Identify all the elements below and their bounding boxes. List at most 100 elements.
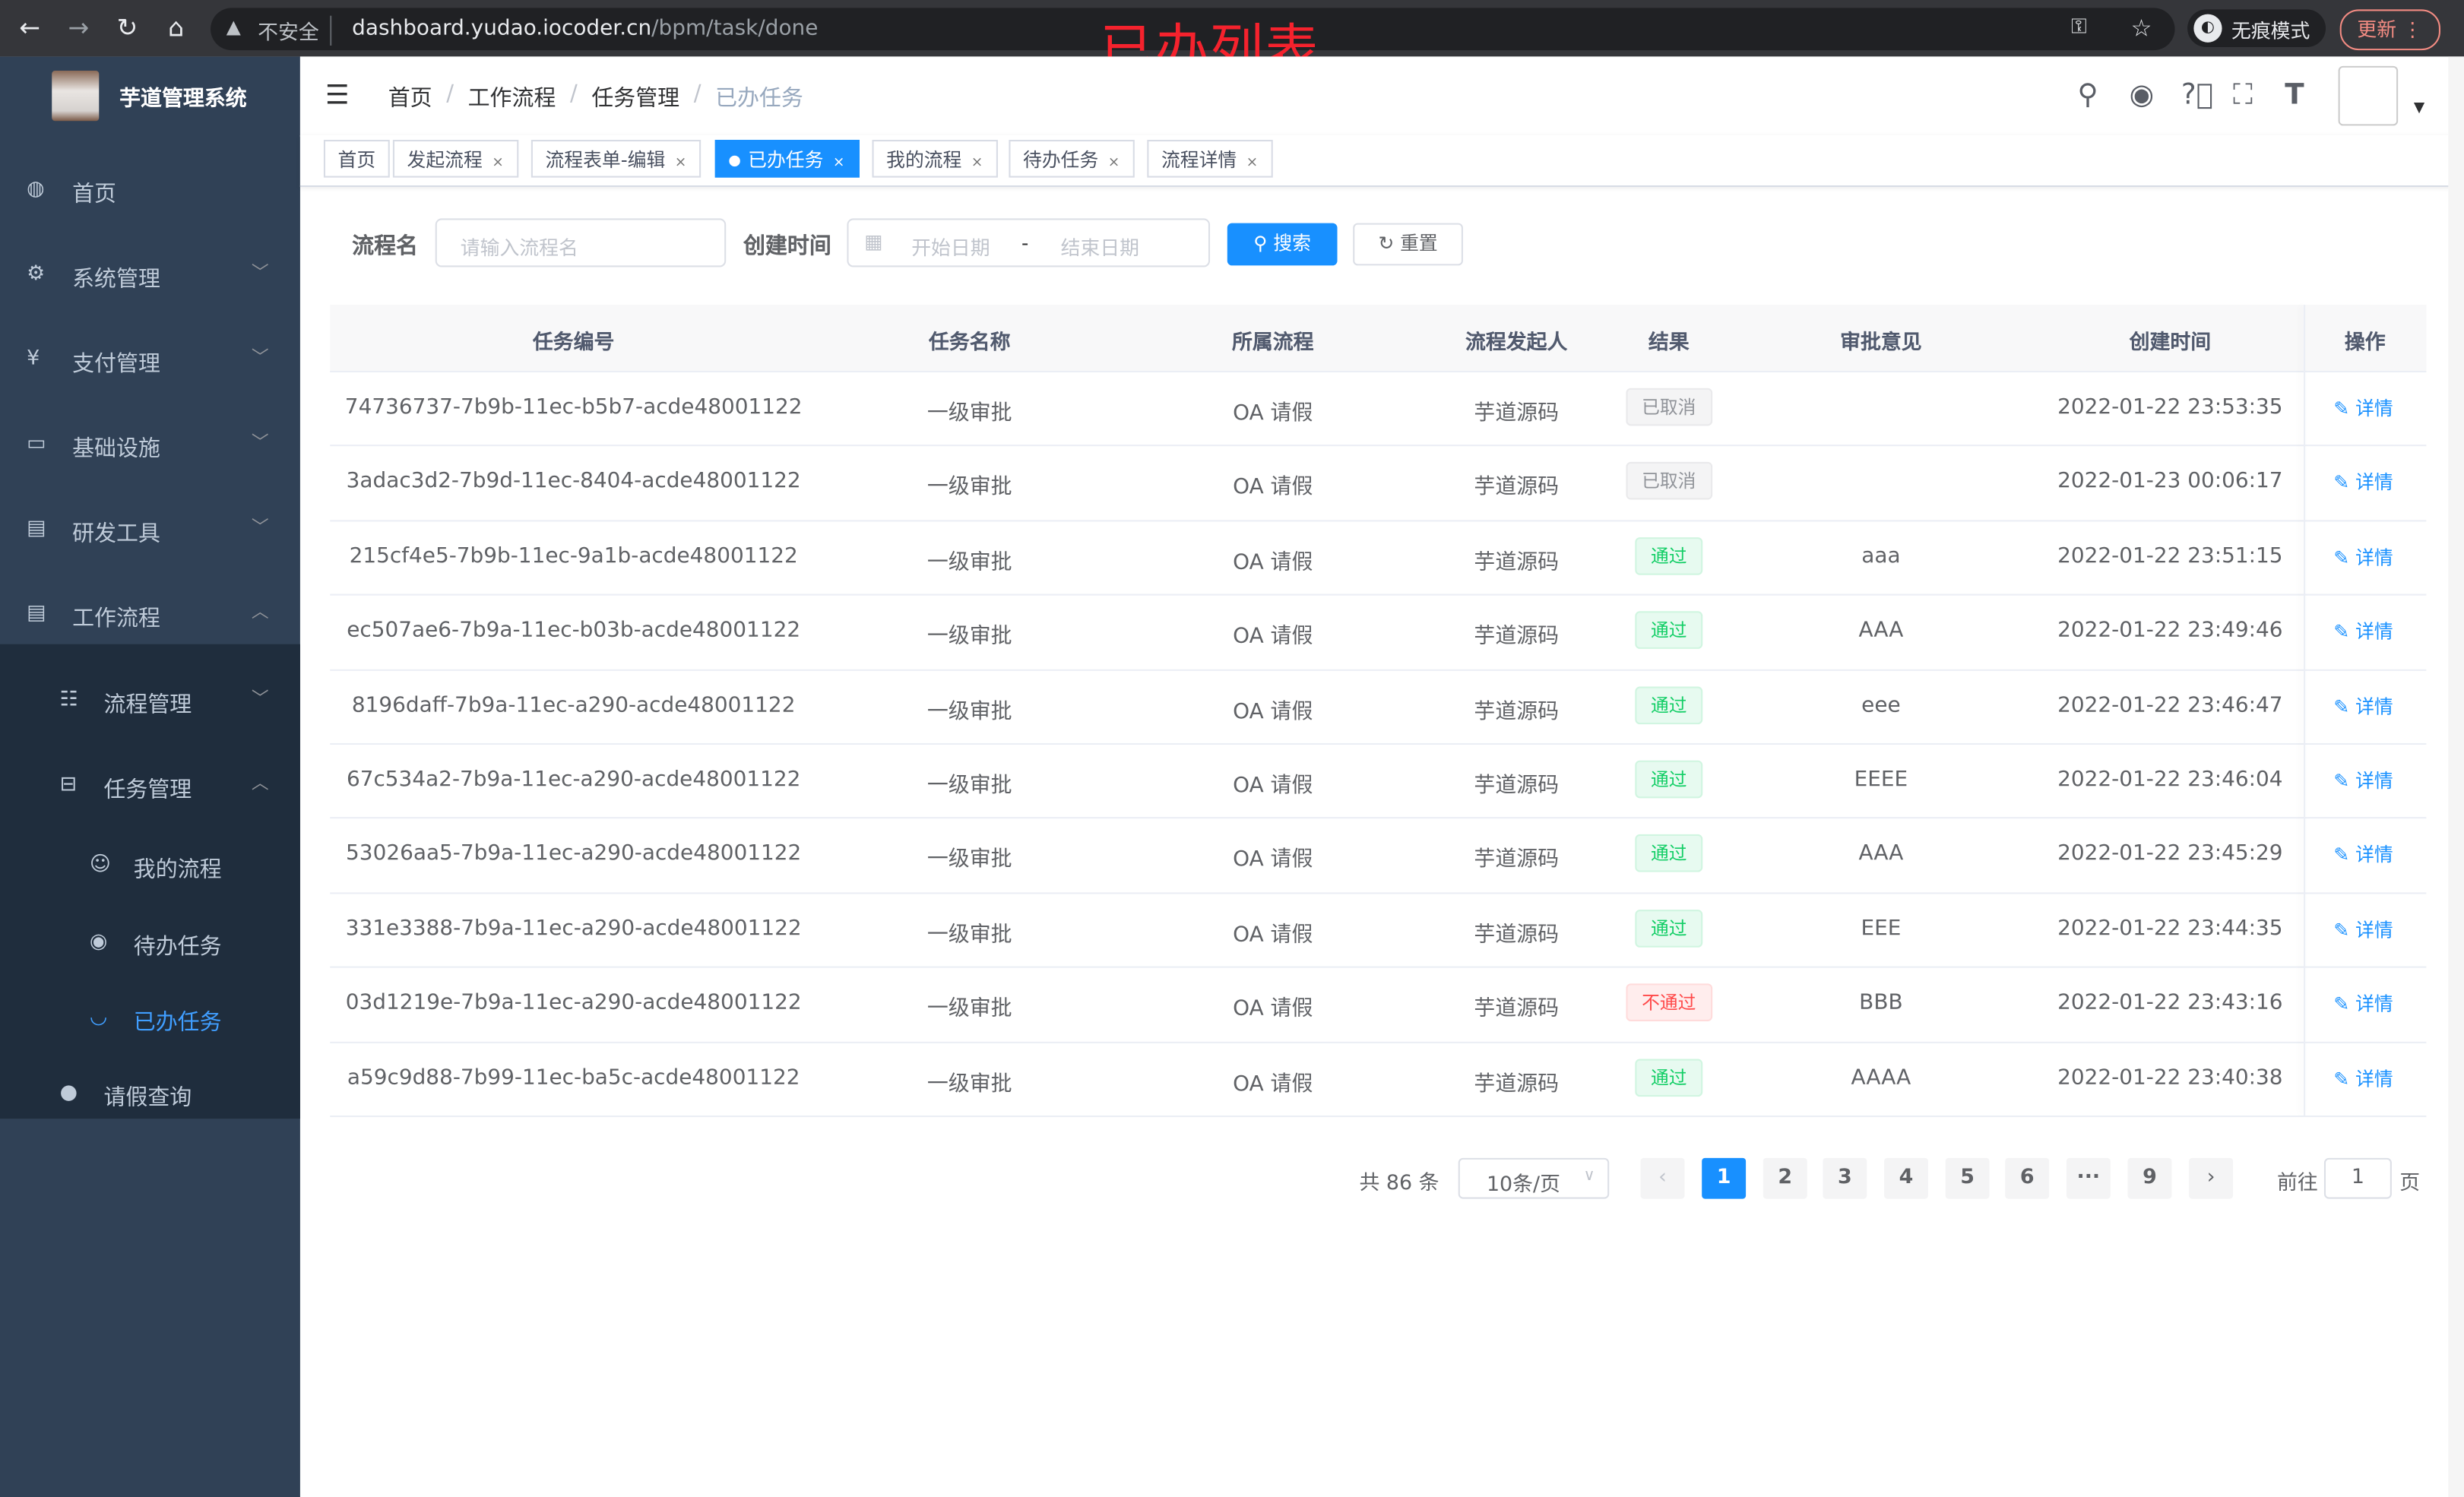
github-icon[interactable]: ◉ [2129,78,2155,112]
task-id: 67c534a2-7b9a-11ec-a290-acde48001122 [346,766,801,793]
breadcrumb-item[interactable]: 工作流程 [467,86,556,112]
tag-item[interactable]: 首页 [323,140,390,178]
sidebar-item[interactable]: ⚙ 系统管理 ﹀ [0,234,300,319]
page-button[interactable]: 1 [1702,1157,1747,1199]
font-size-icon[interactable]: T [2285,78,2304,112]
result-badge: 通过 [1635,760,1703,799]
detail-link[interactable]: ✎ 详情 [2333,990,2393,1017]
detail-link[interactable]: ✎ 详情 [2333,543,2393,570]
toolbox-icon: ▤ [27,517,46,541]
detail-link[interactable]: ✎ 详情 [2333,692,2393,719]
hamburger-icon[interactable]: ☰ [325,80,350,112]
table-row: 8196daff-7b9a-11ec-a290-acde48001122 一级审… [330,669,2427,745]
tag-item[interactable]: 我的流程 × [872,140,998,178]
key-icon[interactable]: ⚿ [2071,15,2087,40]
tag-item[interactable]: 流程表单-编辑 × [530,140,701,178]
page-button[interactable]: 9 [2127,1157,2172,1199]
incognito-label: 无痕模式 [2231,17,2310,42]
sidebar-subitem[interactable]: ☺ 我的流程 [0,824,300,910]
detail-link[interactable]: ✎ 详情 [2333,916,2393,942]
process-starter: 芋道源码 [1474,922,1560,948]
detail-label: 详情 [2355,993,2393,1016]
update-button[interactable]: 更新 ⋮ [2339,9,2440,51]
more-icon: ⋮ [2402,17,2423,41]
process-name-input[interactable]: 请输入流程名 [435,218,727,267]
sidebar-subitem[interactable]: ◉ 待办任务 [0,902,300,987]
detail-link[interactable]: ✎ 详情 [2333,767,2393,793]
sidebar-subitem[interactable]: ☷ 流程管理 ﹀ [0,660,300,745]
breadcrumb-item[interactable]: 首页 [388,86,432,112]
tag-item[interactable]: 待办任务 × [1009,140,1134,178]
toolbox-icon: ▤ [27,601,46,625]
search-icon[interactable]: ⚲ [2077,78,2098,112]
help-icon[interactable]: ?⃝ [2181,78,2213,112]
close-icon[interactable]: × [1246,155,1259,172]
forward-icon[interactable]: → [68,12,90,43]
tag-item[interactable]: 流程详情 × [1147,140,1272,178]
incognito-badge[interactable]: ◐ 无痕模式 [2187,9,2326,48]
tag-label: 待办任务 [1023,149,1099,172]
reload-icon[interactable]: ↻ [116,12,138,43]
result-badge: 通过 [1635,536,1703,575]
detail-link[interactable]: ✎ 详情 [2333,1065,2393,1091]
back-icon[interactable]: ← [19,12,41,43]
goto-page-input[interactable]: 1 [2323,1157,2392,1199]
column-header: 任务名称 [928,331,1011,356]
caret-down-icon[interactable]: ▼ [2413,100,2425,117]
prev-page-button[interactable]: ‹ [1640,1157,1685,1199]
date-range-picker[interactable]: ▦ 开始日期 - 结束日期 [847,218,1211,267]
page-button[interactable]: 4 [1884,1157,1928,1199]
page-button[interactable]: 3 [1823,1157,1867,1199]
sidebar-subitem[interactable]: ⊟ 任务管理 ︿ [0,745,300,830]
sidebar-item[interactable]: ¥ 支付管理 ﹀ [0,319,300,404]
start-date-input[interactable]: 开始日期 [911,236,990,260]
avatar[interactable] [2338,65,2399,126]
page-button[interactable]: 2 [1762,1157,1807,1199]
next-page-button[interactable]: › [2189,1157,2234,1199]
search-button[interactable]: ⚲ 搜索 [1227,223,1338,266]
sidebar-subitem[interactable]: ◡ 已办任务 [0,977,300,1062]
breadcrumb-separator: / [569,81,578,107]
task-id: 74736737-7b9b-11ec-b5b7-acde48001122 [344,394,803,420]
sidebar-subitem[interactable]: ● 请假查询 [0,1052,300,1138]
page-button[interactable]: 5 [1945,1157,1990,1199]
scrollbar[interactable] [2448,56,2464,1497]
close-icon[interactable]: × [1107,155,1120,172]
sidebar: 芋道管理系统 ◍ 首页 ⚙ 系统管理 ﹀ ¥ 支付管理 ﹀ ▭ 基础设施 ﹀ ▤ 研发工具 ﹀ ▤ 工作流程 ︿… [0,56,300,1497]
fullscreen-icon[interactable]: ⛶ [2233,78,2253,112]
sidebar-item[interactable]: ▤ 工作流程 ︿ [0,574,300,659]
task-name: 一级审批 [926,400,1012,426]
tag-item[interactable]: 发起流程 × [392,140,518,178]
create-time: 2022-01-22 23:45:29 [2057,840,2283,867]
breadcrumb-item[interactable]: 任务管理 [591,86,680,112]
sidebar-item[interactable]: ▤ 研发工具 ﹀ [0,489,300,574]
detail-link[interactable]: ✎ 详情 [2333,841,2393,868]
sidebar-item[interactable]: ▭ 基础设施 ﹀ [0,404,300,489]
star-icon[interactable]: ☆ [2130,14,2152,43]
url-text[interactable]: dashboard.yudao.iocoder.cn/bpm/task/done [352,16,818,41]
brand-title: 芋道管理系统 [119,86,247,112]
page-button[interactable]: 6 [2005,1157,2050,1199]
detail-label: 详情 [2355,1068,2393,1090]
create-time: 2022-01-22 23:40:38 [2057,1064,2283,1090]
detail-link[interactable]: ✎ 详情 [2333,469,2393,495]
home-icon[interactable]: ⌂ [168,12,185,43]
edit-icon: ✎ [2333,1068,2350,1090]
detail-link[interactable]: ✎ 详情 [2333,394,2393,421]
edit-icon: ✎ [2333,546,2350,569]
detail-link[interactable]: ✎ 详情 [2333,618,2393,644]
address-bar[interactable]: ▲ 不安全 dashboard.yudao.iocoder.cn/bpm/tas… [211,8,2175,51]
approval-comment: BBB [1859,989,1903,1016]
page-button[interactable]: ··· [2066,1157,2111,1199]
close-icon[interactable]: × [832,155,845,172]
sidebar-item[interactable]: ◍ 首页 [0,149,300,234]
tag-item[interactable]: 已办任务 × [714,140,860,178]
close-icon[interactable]: × [971,155,983,172]
process-starter: 芋道源码 [1474,475,1560,501]
reset-button[interactable]: ↻ 重置 [1353,223,1463,266]
process-starter: 芋道源码 [1474,847,1560,873]
page-size-select[interactable]: 10条/页 ∨ [1458,1157,1610,1199]
close-icon[interactable]: × [492,155,504,172]
end-date-input[interactable]: 结束日期 [1060,236,1140,260]
close-icon[interactable]: × [674,155,687,172]
